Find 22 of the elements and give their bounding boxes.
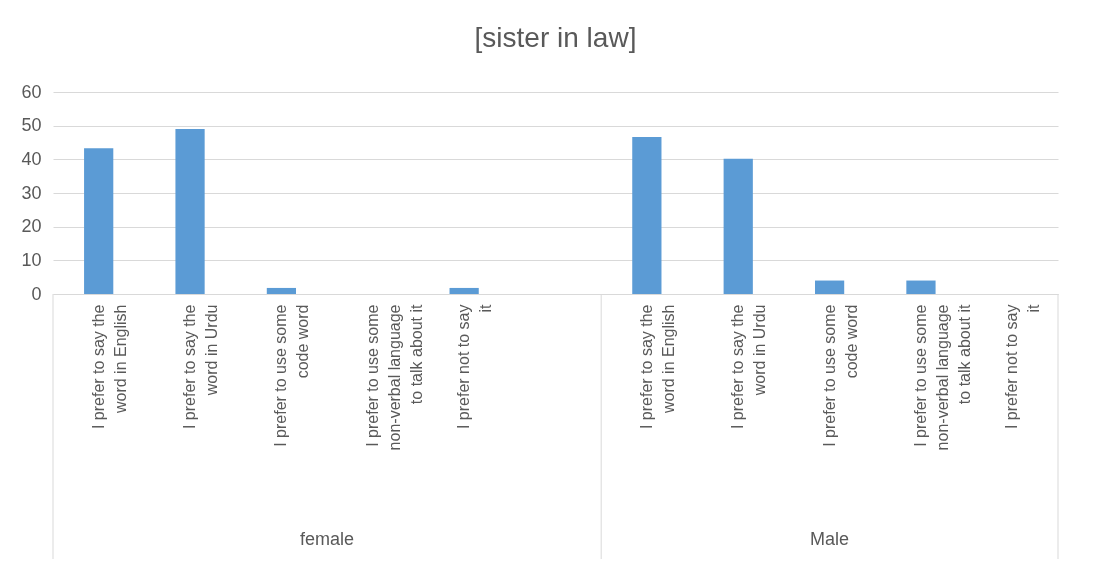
chart-title: [sister in law] [474, 22, 637, 53]
y-tick-label: 40 [21, 148, 42, 169]
bar [723, 158, 753, 294]
y-tick-label: 50 [21, 115, 42, 136]
bar [175, 129, 205, 294]
bar [906, 280, 936, 294]
text: Male [810, 529, 850, 549]
bar [449, 287, 479, 294]
bar [632, 137, 662, 294]
y-tick-label: 30 [21, 182, 42, 203]
y-tick-label: 20 [21, 216, 42, 237]
y-tick-label: 60 [21, 81, 42, 102]
x-tick-label: I prefer to say the word in English [89, 304, 129, 430]
x-tick-label: I prefer not to say it [455, 303, 495, 430]
x-tick-label: I prefer to say the word in English [637, 304, 677, 430]
y-tick-label: 10 [21, 249, 42, 270]
bar [266, 287, 297, 294]
bar [84, 148, 114, 294]
x-tick-label: I prefer not to say it [1003, 303, 1043, 430]
y-tick-label: 0 [31, 283, 42, 304]
bar [814, 280, 845, 294]
text: female [300, 529, 355, 549]
